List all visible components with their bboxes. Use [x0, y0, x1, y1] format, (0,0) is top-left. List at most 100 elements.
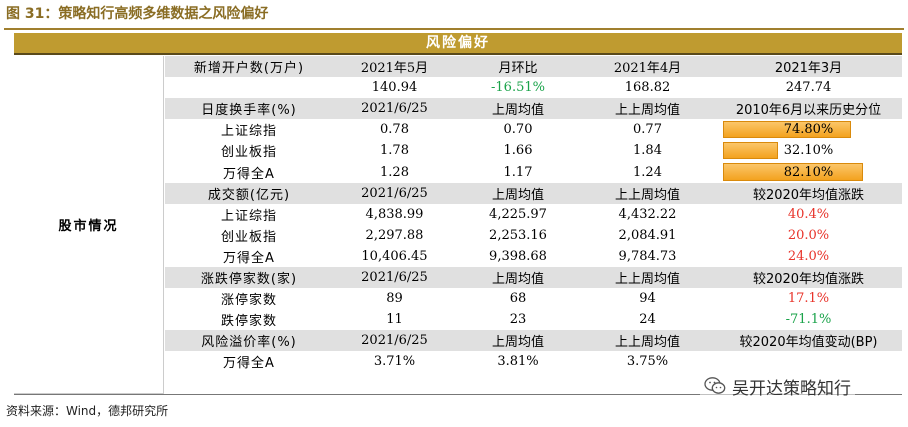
wechat-icon — [704, 377, 726, 394]
cell-value-4: 32.10% — [715, 140, 902, 161]
cell-value-4: 40.4% — [787, 206, 830, 222]
table-subheader-row: 涨跌停家数(家) 2021/6/25 上周均值 上上周均值 较2020年均值涨跌 — [165, 266, 902, 289]
cell-value-2: 68 — [509, 291, 527, 307]
cell-value-3: 上上周均值 — [614, 271, 680, 287]
cell-metric: 日度换手率(%) — [201, 103, 297, 119]
cell-value-3: 2,084.91 — [618, 227, 677, 243]
cell-metric: 涨跌停家数(家) — [200, 271, 298, 287]
cell-metric: 跌停家数 — [220, 314, 277, 330]
cell-value-1: 89 — [386, 291, 403, 307]
cell-value-1: 2021年5月 — [360, 61, 429, 77]
cell-value-2: 2,253.16 — [489, 227, 547, 243]
cell-value-2: 上周均值 — [491, 187, 544, 203]
cell-value-3: 0.77 — [633, 122, 662, 138]
cell-value-2: 上周均值 — [491, 103, 544, 119]
cell-value-3: 168.82 — [624, 80, 671, 96]
percentile-label: 82.10% — [783, 164, 834, 180]
row-group-label-text: 股市情况 — [58, 219, 119, 234]
cell-value-1: 1.78 — [380, 143, 409, 159]
cell-value-1: 2021/6/25 — [361, 269, 428, 285]
cell-value-4: 较2020年均值涨跌 — [752, 187, 865, 203]
cell-value-2: 上周均值 — [491, 335, 544, 351]
cell-value-2: 1.66 — [503, 143, 533, 159]
percentile-bar — [723, 121, 851, 139]
cell-value-2: 23 — [509, 312, 527, 328]
table-row: 创业板指 1.78 1.66 1.84 32.10% — [165, 140, 902, 161]
source-note: 资料来源：Wind，德邦研究所 — [6, 404, 169, 418]
cell-metric: 成交额(亿元) — [207, 187, 291, 203]
table-row: 涨停家数 89 68 94 17.1% — [165, 288, 902, 309]
cell-value-1: 11 — [386, 312, 403, 328]
table-row: 140.94 -16.51% 168.82 247.74 — [165, 77, 902, 98]
cell-value-1: 2021/6/25 — [361, 185, 428, 201]
cell-value-3: 24 — [639, 312, 656, 328]
percentile-label: 32.10% — [783, 143, 834, 159]
cell-value-3: 上上周均值 — [614, 103, 680, 119]
cell-metric: 创业板指 — [220, 145, 277, 161]
cell-value-4: 82.10% — [715, 161, 902, 182]
cell-value-2: 月环比 — [498, 61, 538, 77]
cell-value-3: 2021年4月 — [613, 61, 682, 77]
cell-value-4: 74.80% — [715, 119, 902, 140]
cell-value-2: 1.17 — [503, 164, 533, 180]
percentile-bar — [723, 163, 864, 181]
table-row: 上证综指 4,838.99 4,225.97 4,432.22 40.4% — [165, 204, 902, 225]
cell-value-4: 较2020年均值涨跌 — [752, 271, 865, 287]
cell-value-2: -16.51% — [491, 80, 545, 96]
cell-value-3: 上上周均值 — [614, 187, 680, 203]
cell-metric: 万得全A — [223, 166, 275, 182]
cell-value-3: 1.24 — [633, 164, 662, 180]
table-row: 万得全A 1.28 1.17 1.24 82.10% — [165, 161, 902, 182]
cell-value-1: 140.94 — [371, 80, 418, 96]
data-grid: 新增开户数(万户) 2021年5月 月环比 2021年4月 2021年3月 140.94 -… — [165, 56, 902, 372]
title-rule — [4, 28, 904, 30]
table-row: 创业板指 2,297.88 2,253.16 2,084.91 20.0% — [165, 225, 902, 246]
percentile-bar — [723, 142, 778, 160]
cell-value-4: 247.74 — [785, 80, 832, 96]
cell-metric: 涨停家数 — [220, 293, 277, 309]
cell-value-1: 0.78 — [380, 122, 409, 138]
cell-value-4 — [715, 351, 902, 372]
cell-value-1: 10,406.45 — [361, 248, 428, 264]
cell-value-4: 20.0% — [787, 227, 830, 243]
row-group-label: 股市情况 — [14, 56, 164, 394]
cell-value-2: 4,225.97 — [489, 206, 547, 222]
watermark-text: 吴开达策略知行 — [732, 378, 851, 399]
table-bottom-rule — [14, 394, 902, 395]
table-row: 上证综指 0.78 0.70 0.77 74.80% — [165, 119, 902, 140]
cell-value-4: -71.1% — [785, 312, 832, 328]
table-row: 万得全A 3.71% 3.81% 3.75% — [165, 351, 902, 372]
cell-value-3: 1.84 — [633, 143, 662, 159]
table-subheader-row: 成交额(亿元) 2021/6/25 上周均值 上上周均值 较2020年均值涨跌 — [165, 182, 902, 204]
cell-metric: 上证综指 — [220, 124, 277, 140]
table-row: 万得全A 10,406.45 9,398.68 9,784.73 24.0% — [165, 246, 902, 267]
percentile-label: 74.80% — [783, 122, 834, 138]
cell-value-1: 1.28 — [380, 164, 409, 180]
cell-value-1: 3.71% — [373, 354, 416, 370]
cell-value-1: 4,838.99 — [365, 206, 424, 222]
cell-value-2: 0.70 — [503, 122, 533, 138]
watermark: 吴开达策略知行 — [700, 372, 855, 400]
cell-metric: 风险溢价率(%) — [201, 335, 297, 351]
cell-metric: 新增开户数(万户) — [193, 61, 305, 77]
cell-value-2: 上周均值 — [491, 271, 544, 287]
cell-metric: 万得全A — [223, 250, 275, 266]
cell-value-1: 2021/6/25 — [361, 333, 428, 349]
cell-value-3: 3.75% — [626, 354, 669, 370]
cell-value-2: 9,398.68 — [489, 248, 547, 264]
cell-value-4: 2021年3月 — [774, 61, 843, 77]
cell-value-4: 24.0% — [787, 248, 830, 264]
cell-value-2: 3.81% — [497, 354, 539, 370]
table-header: 风险偏好 — [14, 33, 902, 55]
cell-metric: 上证综指 — [220, 208, 277, 224]
cell-value-4: 较2020年均值变动(BP) — [739, 335, 878, 351]
table-subheader-row: 新增开户数(万户) 2021年5月 月环比 2021年4月 2021年3月 — [165, 56, 902, 78]
table-subheader-row: 风险溢价率(%) 2021/6/25 上周均值 上上周均值 较2020年均值变动(BP) — [165, 330, 902, 352]
cell-value-4: 2010年6月以来历史分位 — [735, 103, 882, 119]
cell-value-4: 17.1% — [787, 291, 830, 307]
figure-title: 图 31：策略知行高频多维数据之风险偏好 — [6, 6, 269, 22]
cell-value-1: 2021/6/25 — [361, 101, 428, 117]
cell-value-3: 4,432.22 — [618, 206, 677, 222]
table-row: 跌停家数 11 23 24 -71.1% — [165, 309, 902, 330]
cell-value-3: 9,784.73 — [618, 248, 677, 264]
